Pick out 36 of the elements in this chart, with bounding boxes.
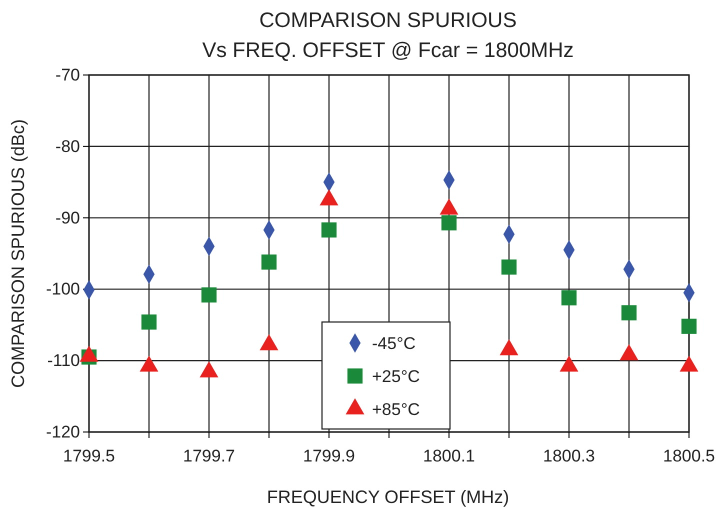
legend-label: +85°C [372, 400, 420, 419]
x-tick-label: 1799.9 [303, 446, 355, 466]
point [620, 344, 638, 360]
point [560, 356, 578, 372]
y-tick-label: -90 [55, 208, 80, 228]
point [500, 339, 518, 356]
point [200, 361, 218, 378]
y-tick-label: -80 [55, 136, 80, 156]
point [201, 287, 217, 302]
y-tick-label: -120 [46, 422, 80, 442]
point [621, 305, 637, 320]
x-tick-label: 1800.5 [663, 446, 715, 466]
chart-subtitle: Vs FREQ. OFFSET @ Fcar = 1800MHz [202, 39, 574, 62]
point [80, 346, 98, 362]
y-tick-label: -100 [46, 280, 80, 299]
point [501, 259, 517, 275]
point [680, 356, 698, 372]
point [321, 222, 337, 238]
point [140, 356, 158, 372]
y-tick-label: -110 [47, 351, 80, 370]
point [261, 254, 277, 270]
x-axis-title: FREQUENCY OFFSET (MHz) [266, 487, 510, 507]
x-tick-label: 1799.7 [183, 446, 235, 466]
point [141, 314, 157, 330]
y-axis-title: COMPARISON SPURIOUS (dBc) [8, 119, 28, 388]
point [260, 334, 278, 350]
legend-label: -45°C [372, 334, 416, 353]
x-tick-label: 1800.1 [423, 446, 475, 466]
x-tick-label: 1799.5 [63, 446, 115, 466]
x-tick-label: 1800.3 [543, 446, 595, 466]
legend-label: +25°C [372, 367, 420, 386]
chart-title: COMPARISON SPURIOUS [259, 9, 517, 32]
point [681, 318, 697, 334]
point [561, 290, 577, 306]
point [441, 215, 457, 230]
y-tick-label: -70 [55, 65, 80, 84]
